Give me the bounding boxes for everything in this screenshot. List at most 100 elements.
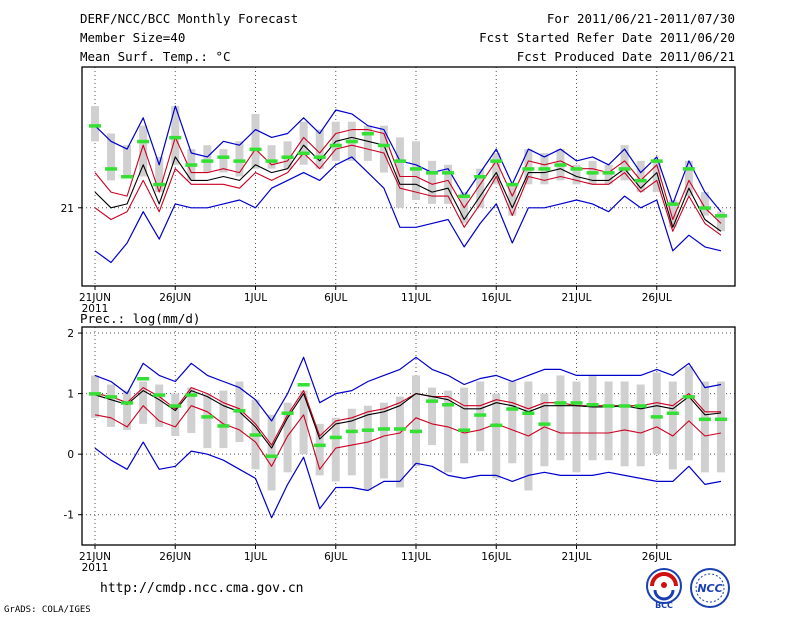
- spread-box: [107, 384, 116, 427]
- chart-title: DERF/NCC/BCC Monthly Forecast: [80, 11, 299, 26]
- spread-box: [267, 414, 276, 491]
- spread-box: [171, 106, 180, 165]
- upper-line: [94, 129, 722, 224]
- spread-box: [460, 387, 469, 464]
- median-marker: [634, 178, 647, 183]
- min-line: [94, 441, 722, 519]
- median-marker: [538, 167, 551, 171]
- median-marker: [233, 159, 246, 163]
- median-marker: [682, 167, 695, 171]
- y-tick-label: -1: [64, 510, 74, 522]
- spread-box: [299, 390, 308, 455]
- median-marker: [490, 423, 503, 428]
- spread-box: [203, 393, 212, 449]
- max-line: [94, 356, 722, 422]
- spread-box: [572, 381, 581, 473]
- median-marker: [554, 401, 567, 405]
- forecast-period-label: For 2011/06/21-2011/07/30: [546, 11, 735, 26]
- median-marker: [393, 159, 406, 163]
- median-marker: [169, 404, 182, 408]
- median-marker: [153, 393, 166, 397]
- spread-box: [540, 393, 549, 467]
- spread-box: [91, 106, 99, 142]
- temperature-variable-label: Mean Surf. Temp.: °C: [80, 49, 231, 64]
- median-marker: [602, 171, 615, 175]
- median-marker: [185, 393, 198, 397]
- spread-box: [203, 145, 212, 173]
- median-marker: [522, 167, 535, 171]
- median-marker: [490, 159, 503, 163]
- median-marker: [650, 159, 663, 163]
- spread-box: [716, 381, 725, 473]
- spread-box: [123, 145, 132, 177]
- median-marker: [698, 417, 711, 422]
- median-marker: [105, 167, 118, 171]
- grads-credit: GrADS: COLA/IGES: [4, 605, 91, 615]
- spread-box: [588, 375, 597, 461]
- spread-box: [636, 384, 645, 467]
- spread-box: [363, 125, 372, 161]
- median-marker: [666, 202, 679, 206]
- median-marker: [89, 124, 101, 128]
- median-marker: [121, 175, 134, 179]
- spread-box: [428, 160, 437, 204]
- median-marker: [329, 435, 342, 440]
- median-marker: [217, 155, 230, 159]
- median-marker: [217, 424, 230, 428]
- spread-box: [331, 417, 340, 482]
- spread-box: [652, 160, 661, 193]
- spread-box: [620, 145, 629, 181]
- median-marker: [329, 143, 342, 148]
- bcc-logo: BCC: [646, 568, 682, 610]
- spread-box: [556, 375, 565, 461]
- median-marker: [458, 194, 471, 199]
- ncc-logo: NCC: [690, 568, 730, 608]
- spread-box: [620, 381, 629, 467]
- spread-box: [524, 149, 533, 185]
- spread-box: [219, 390, 228, 449]
- median-marker: [121, 401, 134, 405]
- median-marker: [586, 171, 599, 175]
- median-marker: [313, 443, 326, 448]
- plot-frame: [81, 66, 736, 287]
- median-marker: [281, 411, 294, 415]
- x-year-label: 2011: [82, 303, 109, 315]
- median-marker: [522, 411, 535, 415]
- spread-box: [235, 141, 244, 177]
- min-line: [94, 156, 722, 264]
- svg-text:NCC: NCC: [697, 582, 722, 595]
- median-marker: [89, 392, 101, 396]
- spread-box: [572, 164, 581, 185]
- spread-box: [187, 387, 196, 433]
- spread-box: [700, 381, 709, 473]
- median-marker: [698, 206, 711, 210]
- median-marker: [666, 411, 679, 415]
- median-marker: [249, 147, 262, 152]
- spread-box: [155, 156, 164, 193]
- lower-line: [94, 405, 722, 470]
- precipitation-variable-label: Prec.: log(mm/d): [80, 311, 201, 326]
- x-tick-label: 6JUL: [324, 292, 347, 304]
- spread-box: [91, 375, 99, 418]
- spread-box: [668, 381, 677, 470]
- spread-box: [652, 372, 661, 455]
- median-marker: [458, 428, 471, 432]
- median-marker: [714, 417, 727, 422]
- median-marker: [426, 171, 439, 175]
- median-marker: [345, 139, 358, 144]
- spread-box: [492, 153, 501, 185]
- spread-box: [315, 129, 324, 169]
- spread-box: [283, 141, 292, 169]
- spread-box: [395, 396, 404, 488]
- median-marker: [442, 403, 455, 407]
- spread-box: [139, 381, 148, 424]
- spread-box: [139, 125, 148, 177]
- source-url[interactable]: http://cmdp.ncc.cma.gov.cn: [100, 581, 304, 596]
- x-tick-label: 21JUL: [562, 292, 592, 304]
- spread-box: [395, 137, 404, 208]
- median-marker: [410, 167, 422, 171]
- median-marker: [361, 131, 374, 136]
- median-marker: [297, 151, 310, 156]
